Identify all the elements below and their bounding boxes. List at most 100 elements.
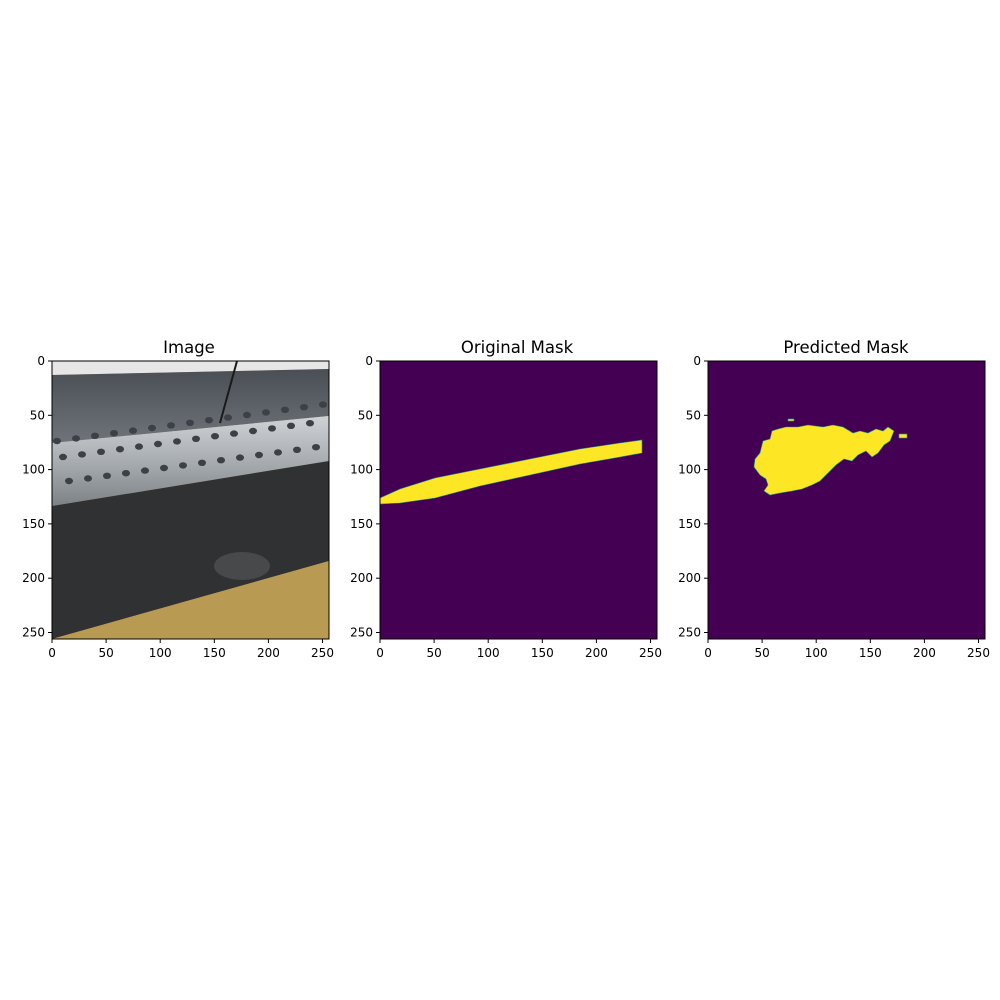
- axis-frame: [51, 360, 330, 640]
- original-mask-axes: Original Mask 0 50 100 150 200 25005010015020…: [350, 338, 662, 660]
- board-hole: [91, 432, 99, 439]
- mask-background: [708, 361, 985, 639]
- x-tick-label: 250: [311, 646, 334, 660]
- board-hole: [293, 446, 301, 453]
- board-hole: [110, 430, 118, 437]
- x-tick-label: 200: [913, 646, 936, 660]
- board-hole: [262, 409, 270, 416]
- board-hole: [230, 430, 238, 437]
- y-tick-label: 150: [678, 517, 701, 531]
- y-tick-label: 200: [678, 571, 701, 585]
- board-hole: [217, 457, 225, 464]
- x-tick-label: 50: [754, 646, 769, 660]
- board-hole: [192, 435, 200, 442]
- mask-region: [379, 439, 643, 505]
- board-hole: [135, 443, 143, 450]
- board-hole: [141, 467, 149, 474]
- pavement-lower: [52, 561, 329, 639]
- board-hole: [160, 464, 168, 472]
- board-hole: [205, 417, 213, 424]
- board-hole: [116, 446, 124, 453]
- x-tick-label: 150: [531, 646, 554, 660]
- x-tick-label: 50: [98, 646, 113, 660]
- x-tick-label: 0: [48, 646, 56, 660]
- board-hole: [198, 459, 206, 466]
- x-tick-label: 0: [704, 646, 712, 660]
- x-tick-label: 0: [376, 646, 384, 660]
- y-tick-label: 150: [350, 517, 373, 531]
- panel-original-mask: Original Mask 0 50 100 150 200 250 0 50 100 150 20…: [327, 330, 662, 670]
- board-hole: [300, 404, 308, 411]
- board-hole: [129, 427, 137, 434]
- board-hole: [53, 437, 61, 445]
- board-hole: [72, 435, 80, 442]
- y-tick-label: 250: [678, 625, 701, 639]
- y-tick-label: 100: [22, 463, 45, 477]
- x-tick-label: 100: [477, 646, 500, 660]
- mask-blob-small: [898, 433, 908, 439]
- board-hole: [148, 424, 156, 432]
- x-tick-label: 100: [805, 646, 828, 660]
- board-hole: [224, 414, 232, 421]
- y-tick-label: 0: [365, 354, 373, 368]
- mask-blob-dot: [787, 418, 795, 422]
- panel-title: Predicted Mask: [783, 338, 909, 357]
- axis-frame: [379, 360, 658, 640]
- board-hole: [154, 440, 162, 448]
- x-tick-label: 250: [639, 646, 662, 660]
- predicted-mask-axes: Predicted Mask 0 50 100 150 200 2500501001502…: [678, 338, 990, 660]
- x-tick-label: 150: [859, 646, 882, 660]
- mask-background: [380, 361, 657, 639]
- board-hole: [236, 454, 244, 461]
- x-tick-label: 200: [257, 646, 280, 660]
- board-hole: [84, 475, 92, 482]
- board-hole: [255, 451, 263, 459]
- board-hole: [173, 438, 181, 445]
- board-hole: [167, 422, 175, 429]
- board-hole: [78, 451, 86, 458]
- panel-predicted-mask: Predicted Mask 0 50 100 150 200 250 0 50 100 150 2…: [655, 330, 990, 670]
- board-hole: [59, 453, 67, 461]
- y-tick-label: 50: [30, 408, 45, 422]
- running-board: [52, 416, 329, 506]
- board-hole: [274, 449, 282, 456]
- board-hole: [186, 419, 194, 426]
- car-door: [52, 369, 329, 443]
- board-hole: [122, 470, 130, 477]
- board-hole: [103, 472, 111, 479]
- y-tick-label: 200: [350, 571, 373, 585]
- x-tick-label: 150: [203, 646, 226, 660]
- panel-title: Image: [163, 338, 215, 357]
- photo-area: [51, 360, 330, 640]
- y-tick-label: 50: [686, 408, 701, 422]
- axis-frame: [707, 360, 986, 640]
- chrome-trim: [52, 361, 329, 375]
- mask-area: [379, 360, 658, 640]
- y-tick-label: 250: [350, 625, 373, 639]
- panel-image: Image: [0, 330, 334, 670]
- x-tick-label: 200: [585, 646, 608, 660]
- smudge: [214, 552, 270, 580]
- y-tick-label: 250: [22, 625, 45, 639]
- board-hole: [243, 411, 251, 419]
- x-tick-label: 50: [426, 646, 441, 660]
- board-hole: [268, 425, 276, 432]
- board-hole: [319, 401, 327, 408]
- mask-region: [753, 424, 895, 496]
- board-hole: [211, 433, 219, 440]
- board-hole: [287, 422, 295, 429]
- y-tick-label: 100: [350, 463, 373, 477]
- door-seam: [219, 361, 238, 424]
- board-holes: [53, 401, 327, 485]
- y-tick-label: 150: [22, 517, 45, 531]
- board-hole: [65, 477, 73, 485]
- board-hole: [312, 444, 320, 451]
- y-tick-label: 100: [678, 463, 701, 477]
- image-axes: Image: [22, 338, 334, 660]
- board-hole: [249, 427, 257, 435]
- panel-title: Original Mask: [461, 338, 574, 357]
- y-tick-label: 200: [22, 571, 45, 585]
- board-hole: [306, 420, 314, 427]
- board-hole: [179, 462, 187, 469]
- mask-area: [707, 360, 986, 640]
